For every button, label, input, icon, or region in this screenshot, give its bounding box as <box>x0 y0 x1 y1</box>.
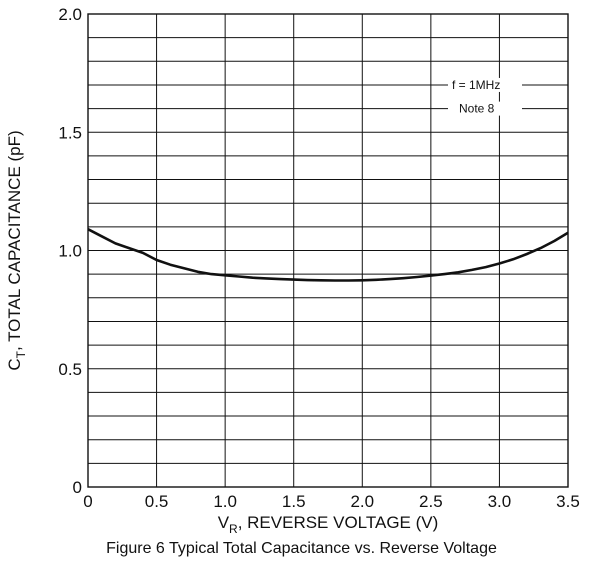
series-layer <box>87 228 569 282</box>
x-tick-label: 2.5 <box>419 492 443 511</box>
x-axis-title-prefix: V <box>218 513 230 532</box>
x-tick-label: 3.5 <box>556 492 580 511</box>
annotation-frequency: f = 1MHz <box>452 78 500 92</box>
figure-caption: Figure 6 Typical Total Capacitance vs. R… <box>106 540 497 557</box>
annotations: f = 1MHz Note 8 <box>448 77 522 116</box>
y-axis-title-prefix: C <box>5 358 24 370</box>
tick-labels: 0 0.5 1.0 1.5 2.0 2.5 3.0 3.5 0 0.5 1.0 1.5 2.0 <box>58 5 579 511</box>
y-tick-label: 2.0 <box>58 5 82 24</box>
y-axis-title: CT, TOTAL CAPACITANCE (pF) <box>5 130 28 370</box>
annotation-background <box>448 77 522 92</box>
plot-frame <box>87 13 569 488</box>
y-tick-label: 0.5 <box>58 360 82 379</box>
annotation-background <box>448 101 522 116</box>
y-tick-label: 0 <box>73 478 82 497</box>
x-tick-label: 1.5 <box>282 492 306 511</box>
y-axis-title-rest: , TOTAL CAPACITANCE (pF) <box>5 130 24 351</box>
x-tick-label: 3.0 <box>488 492 512 511</box>
y-tick-label: 1.0 <box>58 242 82 261</box>
y-axis-title-sub: T <box>14 350 28 358</box>
x-tick-label: 1.0 <box>213 492 237 511</box>
x-tick-label: 0.5 <box>145 492 169 511</box>
capacitance-curve <box>87 228 569 282</box>
x-axis-title-rest: , REVERSE VOLTAGE (V) <box>238 513 439 532</box>
x-tick-label: 0 <box>83 492 92 511</box>
y-tick-label: 1.5 <box>58 123 82 142</box>
x-tick-label: 2.0 <box>350 492 374 511</box>
x-axis-title-sub: R <box>229 522 238 536</box>
x-axis-title: VR, REVERSE VOLTAGE (V) <box>218 513 439 536</box>
annotation-note: Note 8 <box>459 102 495 116</box>
